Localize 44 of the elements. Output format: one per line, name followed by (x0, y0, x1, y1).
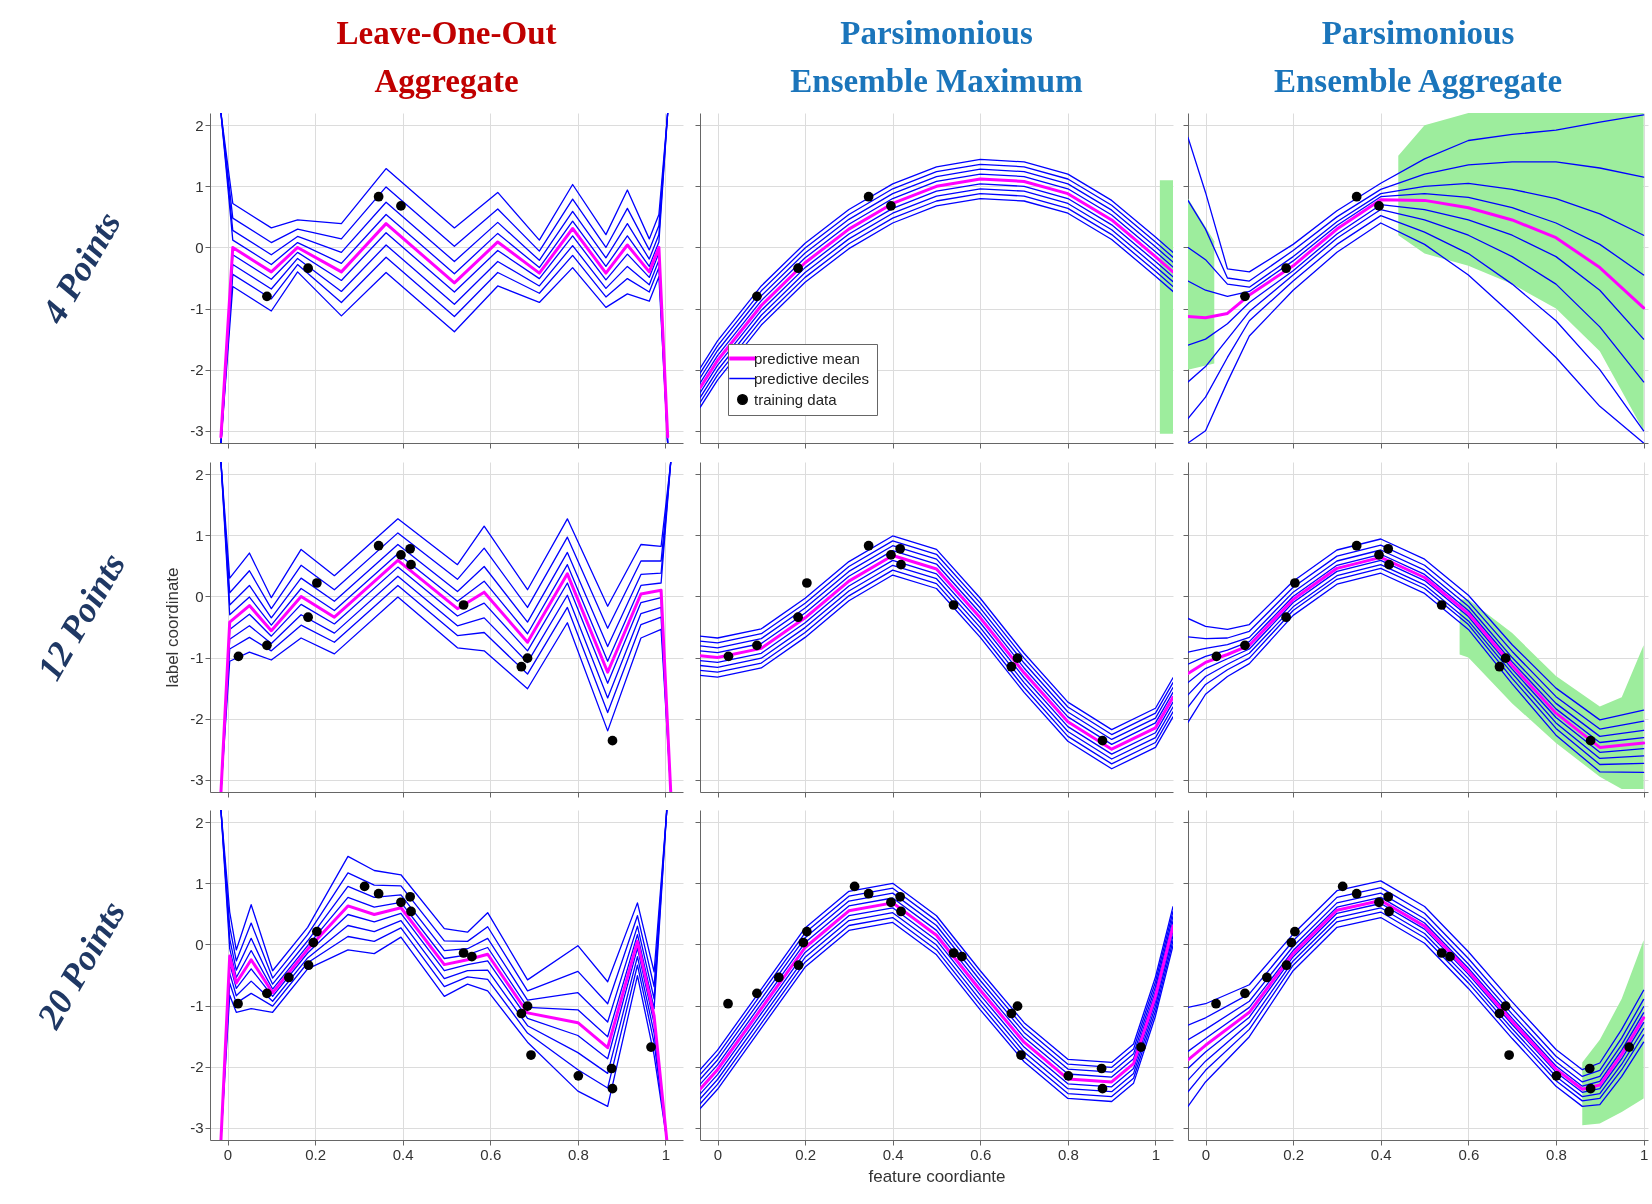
x-axis-title: feature coordiante (868, 1166, 1006, 1186)
y-tick-label: -2 (190, 710, 204, 728)
y-tick-label: -3 (190, 1119, 204, 1137)
chart-title: Leave-One-Out Aggregate (336, 15, 557, 99)
x-tick-label: 1 (661, 1145, 671, 1163)
y-tick-label: -2 (190, 1058, 204, 1076)
x-tick-label: 0 (223, 1145, 233, 1163)
y-axis-title: label coordinate (163, 567, 183, 688)
x-tick-label: 0.4 (392, 1145, 414, 1163)
x-tick-label: 0.8 (1057, 1145, 1079, 1163)
chart-title: Parsimonious Ensemble Aggregate (1273, 15, 1563, 99)
x-tick-label: 0.8 (567, 1145, 589, 1163)
x-tick-label: 0.6 (1458, 1145, 1480, 1163)
x-tick-label: 0 (1201, 1145, 1211, 1163)
legend-label: predictive deciles (754, 369, 870, 387)
x-tick-label: 0.2 (795, 1145, 817, 1163)
x-tick-label: 0 (713, 1145, 723, 1163)
x-tick-label: 0.2 (1283, 1145, 1305, 1163)
x-tick-label: 1 (1151, 1145, 1161, 1163)
y-tick-label: 1 (195, 874, 204, 892)
x-tick-label: 0.6 (970, 1145, 992, 1163)
legend-label: training data (754, 390, 838, 408)
x-tick-label: 0.8 (1546, 1145, 1567, 1163)
y-tick-label: -1 (190, 649, 204, 667)
x-tick-label: 0.6 (480, 1145, 502, 1163)
y-tick-label: 1 (195, 526, 204, 544)
y-tick-label: -3 (190, 771, 204, 789)
x-tick-label: 0.2 (305, 1145, 327, 1163)
y-tick-label: 2 (195, 813, 204, 831)
y-tick-label: 2 (195, 465, 204, 483)
y-tick-label: -2 (190, 361, 204, 379)
y-tick-label: 0 (195, 238, 204, 256)
chart-title: Parsimonious Ensemble Maximum (790, 15, 1083, 99)
y-tick-label: -3 (190, 422, 204, 440)
y-tick-label: 1 (195, 177, 204, 195)
x-tick-label: 0.4 (1370, 1145, 1392, 1163)
y-tick-label: 2 (195, 116, 204, 134)
x-tick-label: 0.4 (882, 1145, 904, 1163)
y-tick-label: -1 (190, 997, 204, 1015)
y-tick-label: 0 (195, 587, 204, 605)
x-tick-label: 1 (1639, 1145, 1649, 1163)
y-tick-label: 0 (195, 935, 204, 953)
y-tick-label: -1 (190, 300, 204, 318)
legend-label: predictive mean (754, 349, 860, 367)
